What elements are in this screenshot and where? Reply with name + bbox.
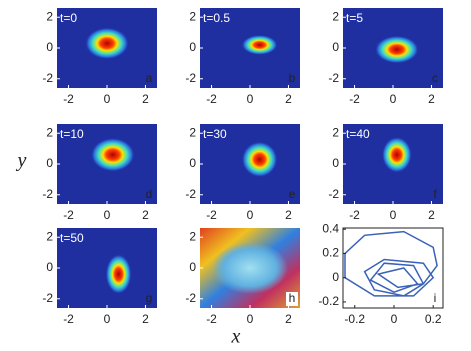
x-tick-label: 0 (104, 312, 111, 326)
x-tick-label: 2 (285, 92, 292, 106)
x-tick-label: 2 (428, 92, 435, 106)
y-tick-label: 0 (46, 156, 53, 170)
time-label: t=5 (346, 11, 363, 25)
y-tick-label: 0 (332, 156, 339, 170)
y-tick-label: -2 (42, 71, 53, 85)
panel-label: b (289, 71, 296, 85)
x-tick-label: -2 (349, 92, 360, 106)
x-tick-label: 2 (142, 92, 149, 106)
y-tick-label: -2 (328, 187, 339, 201)
y-tick-label: 2 (189, 125, 196, 139)
density-blob (374, 35, 419, 64)
y-tick-label: -2 (42, 291, 53, 305)
panel-label: d (146, 187, 153, 201)
x-tick-label: 0 (247, 208, 254, 222)
x-tick-label: -2 (349, 208, 360, 222)
panel-label: c (432, 71, 438, 85)
y-tick-label: -2 (42, 187, 53, 201)
y-axis-label: y (16, 150, 27, 172)
y-tick-label: 2 (189, 229, 196, 243)
time-label: t=0.5 (203, 11, 230, 25)
density-blob (241, 34, 278, 55)
y-tick-label: -2 (185, 291, 196, 305)
density-blob (241, 141, 278, 178)
y-tick-label: 2 (332, 9, 339, 23)
panel-label: f (433, 187, 437, 201)
y-tick-label: 2 (46, 229, 53, 243)
x-tick-label: 0 (390, 92, 397, 106)
x-tick-label: 0.2 (425, 312, 442, 326)
y-tick-label: -2 (185, 71, 196, 85)
density-blob (85, 27, 129, 60)
x-tick-label: 0 (104, 92, 111, 106)
density-blob (90, 137, 135, 172)
y-tick-label: 0 (46, 40, 53, 54)
x-axis-label: x (231, 326, 241, 348)
time-label: t=0 (60, 11, 77, 25)
y-tick-label: -2 (328, 71, 339, 85)
panel-label: i (434, 291, 437, 305)
y-tick-label: 0 (189, 260, 196, 274)
phase-region (212, 242, 288, 294)
trajectory (344, 230, 438, 297)
y-tick-label: 0 (189, 156, 196, 170)
x-tick-label: 0 (104, 208, 111, 222)
y-tick-label: 2 (332, 125, 339, 139)
x-tick-label: 0 (247, 92, 254, 106)
x-tick-label: 0 (390, 208, 397, 222)
x-tick-label: -2 (63, 208, 74, 222)
y-tick-label: -2 (185, 187, 196, 201)
x-tick-label: 2 (142, 208, 149, 222)
density-blob (105, 254, 132, 295)
x-tick-label: -2 (63, 92, 74, 106)
y-tick-label: 0.4 (322, 221, 339, 235)
y-tick-label: 0 (332, 40, 339, 54)
panel-label-box (286, 292, 298, 306)
y-tick-label: 2 (189, 9, 196, 23)
time-label: t=40 (346, 127, 370, 141)
panel-label: h (289, 291, 296, 305)
x-tick-label: 2 (428, 208, 435, 222)
density-blob (381, 136, 412, 173)
time-label: t=10 (60, 127, 84, 141)
y-tick-label: 0 (46, 260, 53, 274)
x-tick-label: -2 (206, 312, 217, 326)
panel-label: g (146, 291, 153, 305)
x-tick-label: 2 (285, 312, 292, 326)
panel-label: e (289, 187, 296, 201)
x-tick-label: -2 (206, 92, 217, 106)
time-label: t=30 (203, 127, 227, 141)
x-tick-label: -2 (63, 312, 74, 326)
x-tick-label: 2 (285, 208, 292, 222)
y-tick-label: 0 (189, 40, 196, 54)
y-tick-label: 2 (46, 9, 53, 23)
x-tick-label: -2 (206, 208, 217, 222)
x-tick-label: 2 (142, 312, 149, 326)
y-tick-label: 2 (46, 125, 53, 139)
time-label: t=50 (60, 231, 84, 245)
x-tick-label: 0 (391, 312, 398, 326)
panel-label: a (146, 71, 153, 85)
y-tick-label: 0.2 (322, 246, 339, 260)
y-tick-label: 0 (332, 270, 339, 284)
y-tick-label: -0.2 (318, 294, 339, 308)
x-tick-label: -0.2 (344, 312, 365, 326)
x-tick-label: 0 (247, 312, 254, 326)
